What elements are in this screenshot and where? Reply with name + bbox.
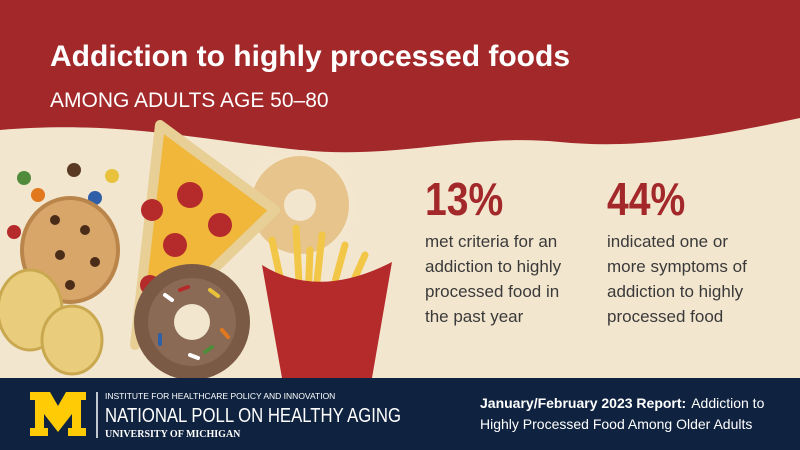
report-rest: Addiction to xyxy=(691,395,764,411)
university-logo xyxy=(30,392,86,436)
university: UNIVERSITY OF MICHIGAN xyxy=(105,429,241,440)
report-bold: January/February 2023 Report: xyxy=(480,395,686,411)
report-line-2: Highly Processed Food Among Older Adults xyxy=(480,416,752,432)
stat-text: processed food xyxy=(607,307,723,326)
institute: INSTITUTE FOR HEALTHCARE POLICY AND INNO… xyxy=(105,391,335,401)
stat-text: the past year xyxy=(425,307,524,326)
stat-text: met criteria for an xyxy=(425,232,557,251)
poll-name: NATIONAL POLL ON HEALTHY AGING xyxy=(105,405,401,427)
stat-figure: 13% xyxy=(425,174,503,226)
stat-text: addiction to highly xyxy=(607,282,744,301)
title: Addiction to highly processed foods xyxy=(50,40,570,73)
subtitle: AMONG ADULTS AGE 50–80 xyxy=(50,89,329,112)
report-line-1: January/February 2023 Report: Addiction t… xyxy=(480,395,765,411)
stat-figure: 44% xyxy=(607,174,685,226)
stat-text: indicated one or xyxy=(607,232,728,251)
stat-text: more symptoms of xyxy=(607,257,747,276)
food-illustration xyxy=(0,120,392,380)
stat-text: addiction to highly xyxy=(425,257,562,276)
footer-band xyxy=(0,378,800,450)
stat-text: processed food in xyxy=(425,282,559,301)
header-band xyxy=(0,0,800,153)
